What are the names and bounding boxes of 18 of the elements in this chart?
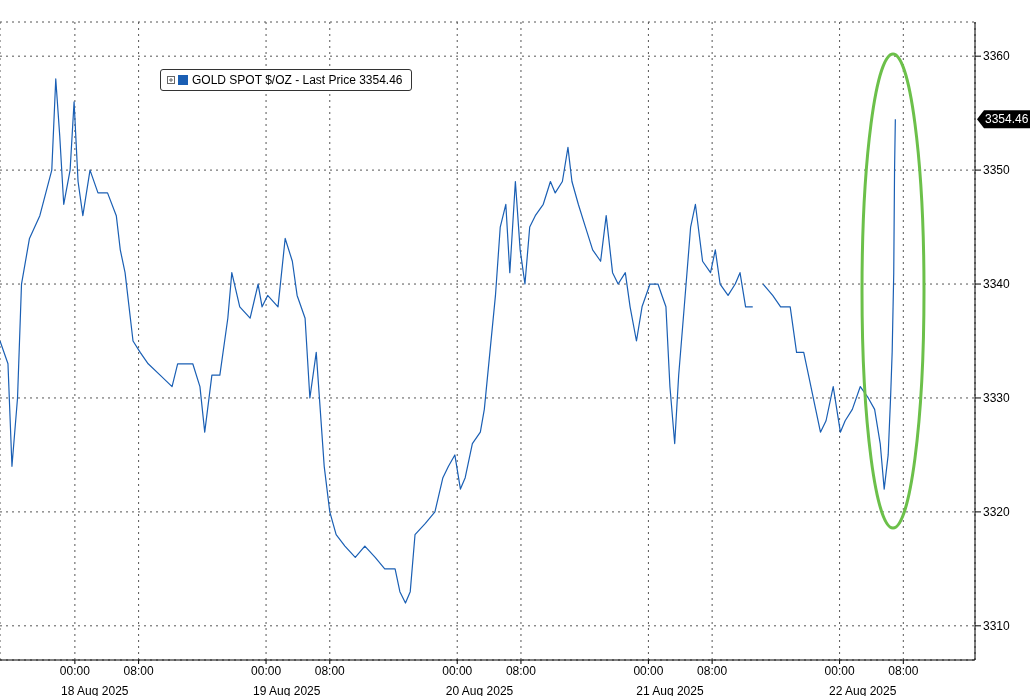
x-tick-label: 00:00 <box>633 663 664 678</box>
text: 3354.46 <box>985 112 1029 127</box>
x-tick-label: 08:00 <box>888 663 919 678</box>
y-tick-label: 3340 <box>983 277 1011 292</box>
y-tick-label: 3360 <box>983 49 1011 64</box>
x-tick-label: 08:00 <box>697 663 728 678</box>
y-tick-label: 3310 <box>983 619 1011 634</box>
x-tick-label: 08:00 <box>314 663 346 678</box>
y-tick-label: 3320 <box>983 505 1011 520</box>
x-tick-label: 08:00 <box>123 663 154 678</box>
x-tick-label: 00:00 <box>251 663 282 678</box>
x-tick-label: 08:00 <box>505 663 537 678</box>
legend-label: GOLD SPOT $/OZ - Last Price 3354.46 <box>192 73 403 87</box>
y-tick-label: 3350 <box>983 163 1011 178</box>
x-tick-label: 00:00 <box>59 663 91 678</box>
x-tick-label: 00:00 <box>824 663 855 678</box>
y-tick-label: 3330 <box>983 391 1011 406</box>
x-tick-label: 00:00 <box>442 663 473 678</box>
